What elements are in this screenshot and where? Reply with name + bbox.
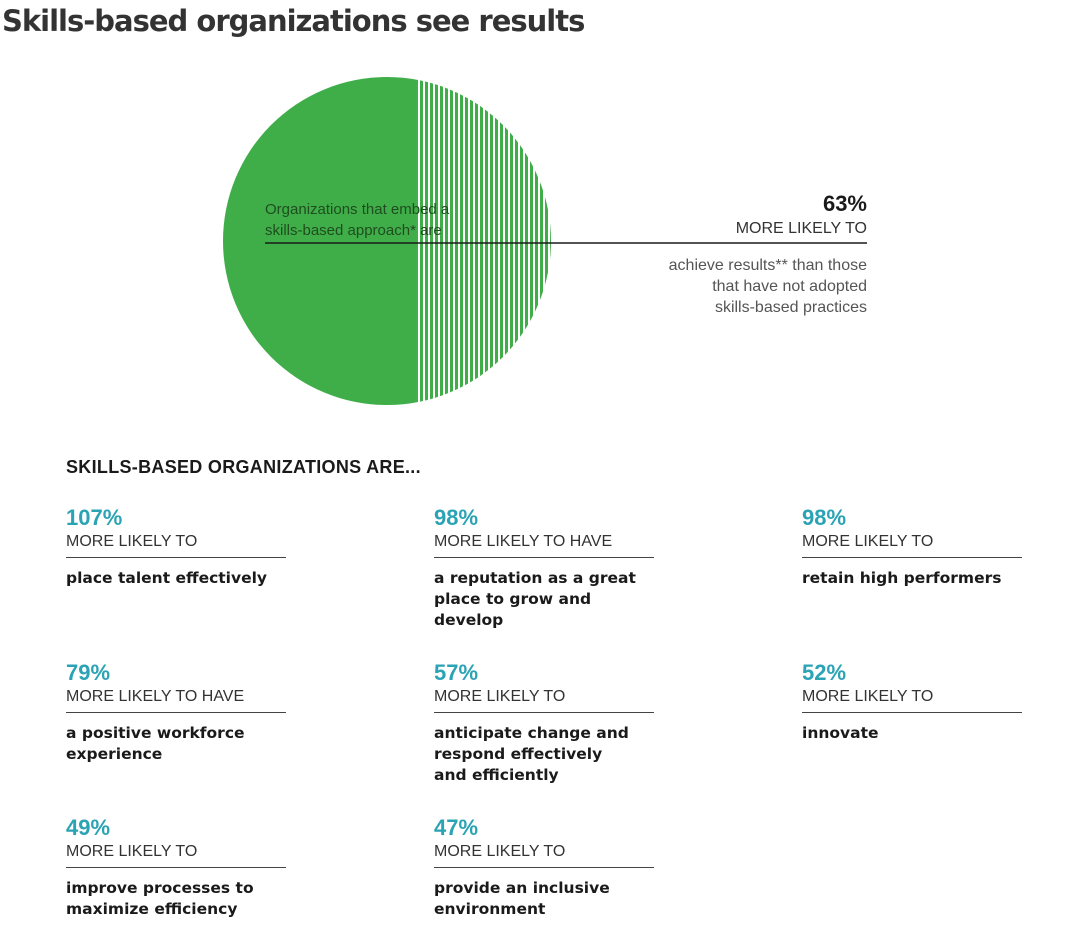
stat-description-line: experience xyxy=(66,745,163,763)
stat-description-line: retain high performers xyxy=(802,569,1002,587)
stat-card: 47% MORE LIKELY TO provide an inclusive … xyxy=(434,815,654,920)
stat-percent: 47% xyxy=(434,815,479,840)
stat-card: 49% MORE LIKELY TO improve processes to … xyxy=(66,815,286,920)
stat-percent: 52% xyxy=(802,660,847,685)
stat-percent: 107% xyxy=(66,505,123,530)
stat-description: innovate xyxy=(802,723,1022,744)
stat-percent: 49% xyxy=(66,815,111,840)
stat-description-line: environment xyxy=(434,900,546,918)
stat-description-line: improve processes to xyxy=(66,879,254,897)
stat-qualifier: MORE LIKELY TO xyxy=(66,841,286,868)
stat-description-line: place talent effectively xyxy=(66,569,268,587)
stat-description-line: respond effectively xyxy=(434,745,603,763)
stat-description-line: maximize efficiency xyxy=(66,900,238,918)
stat-description-line: a positive workforce xyxy=(66,724,245,742)
stat-description-line: place to grow and xyxy=(434,590,592,608)
stat-description-line: develop xyxy=(434,611,504,629)
stat-description: anticipate change and respond effectivel… xyxy=(434,723,654,786)
stat-qualifier: MORE LIKELY TO HAVE xyxy=(66,686,286,713)
stat-description: retain high performers xyxy=(802,568,1022,589)
stat-description-line: innovate xyxy=(802,724,879,742)
stat-qualifier: MORE LIKELY TO HAVE xyxy=(434,531,654,558)
stat-percent: 57% xyxy=(434,660,479,685)
annotation-description-line: that have not adopted xyxy=(712,278,867,295)
stat-description-line: anticipate change and xyxy=(434,724,629,742)
stat-percent: 98% xyxy=(802,505,847,530)
stat-description: place talent effectively xyxy=(66,568,286,589)
stat-percent: 98% xyxy=(434,505,479,530)
annotation-description: achieve results** than those that have n… xyxy=(600,255,867,318)
stat-qualifier: MORE LIKELY TO xyxy=(802,686,1022,713)
pie-slices xyxy=(223,77,551,405)
annotation-description-line: skills-based practices xyxy=(714,299,867,316)
stat-card: 107% MORE LIKELY TO place talent effecti… xyxy=(66,505,286,589)
stat-card: 57% MORE LIKELY TO anticipate change and… xyxy=(434,660,654,786)
section-heading: SKILLS-BASED ORGANIZATIONS ARE... xyxy=(66,457,421,477)
stat-description-line: and efficiently xyxy=(434,766,559,784)
pie-chart: Organizations that embed a skills-based … xyxy=(223,77,867,405)
stat-qualifier: MORE LIKELY TO xyxy=(802,531,1022,558)
stat-card: 52% MORE LIKELY TO innovate xyxy=(802,660,1022,744)
stat-description: provide an inclusive environment xyxy=(434,878,654,920)
stat-description: a positive workforce experience xyxy=(66,723,286,765)
stat-percent: 79% xyxy=(66,660,111,685)
stat-card: 79% MORE LIKELY TO HAVE a positive workf… xyxy=(66,660,286,765)
pie-label-line-1: Organizations that embed a xyxy=(265,201,450,218)
annotation-subtitle: MORE LIKELY TO xyxy=(735,220,867,237)
stats-grid: 107% MORE LIKELY TO place talent effecti… xyxy=(66,505,1026,925)
stat-card: 98% MORE LIKELY TO retain high performer… xyxy=(802,505,1022,589)
stat-qualifier: MORE LIKELY TO xyxy=(66,531,286,558)
pie-label-line-2: skills-based approach* are xyxy=(265,222,442,239)
stat-qualifier: MORE LIKELY TO xyxy=(434,841,654,868)
annotation-description-line: achieve results** than those xyxy=(668,257,867,274)
stat-qualifier: MORE LIKELY TO xyxy=(434,686,654,713)
pie-slice-1 xyxy=(223,77,417,405)
stat-description-line: a reputation as a great xyxy=(434,569,636,587)
pie-slice-2 xyxy=(416,77,551,405)
stat-card: 98% MORE LIKELY TO HAVE a reputation as … xyxy=(434,505,654,631)
page-title: Skills-based organizations see results xyxy=(2,4,585,38)
annotation-value: 63% xyxy=(822,191,867,216)
stat-description-line: provide an inclusive xyxy=(434,879,610,897)
stat-description: improve processes to maximize efficiency xyxy=(66,878,286,920)
stat-description: a reputation as a great place to grow an… xyxy=(434,568,654,631)
